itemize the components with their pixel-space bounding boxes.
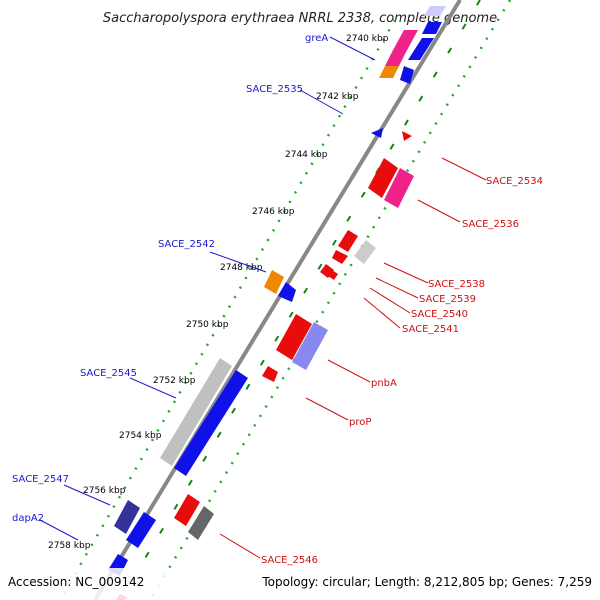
- gene-blue-small-1[interactable]: [400, 66, 414, 84]
- gene-pink-top-2[interactable]: [385, 52, 406, 66]
- tick-2756: 2756 kbp: [83, 486, 126, 496]
- accession-text: Accession: NC_009142: [8, 575, 144, 589]
- label-SACE_2539: SACE_2539: [419, 294, 476, 305]
- label-greA: greA: [305, 33, 328, 44]
- gc-track-ticks: [119, 0, 481, 600]
- leader-SACE_2539: [375, 277, 419, 299]
- gene-red-cluster-2[interactable]: [332, 250, 348, 264]
- leader-pnbA: [327, 359, 371, 383]
- gene-SACE_2545-gray[interactable]: [160, 358, 232, 466]
- gene-light-top[interactable]: [424, 6, 446, 16]
- leader-SACE_2535: [299, 89, 344, 115]
- label-SACE_2541: SACE_2541: [402, 324, 459, 335]
- label-SACE_2540: SACE_2540: [411, 309, 468, 320]
- leader-SACE_2547: [63, 484, 111, 506]
- gc-track-outer: [148, 0, 512, 600]
- tick-2746: 2746 kbp: [252, 207, 295, 217]
- leader-greA: [329, 36, 376, 61]
- leader-SACE_2541: [363, 297, 401, 329]
- gene-pnbA[interactable]: [276, 314, 312, 360]
- label-SACE_2534: SACE_2534: [486, 176, 543, 187]
- topology-text: Topology: circular; Length: 8,212,805 bp…: [261, 575, 592, 589]
- label-SACE_2538: SACE_2538: [428, 279, 485, 290]
- gene-SACE_2538[interactable]: [354, 240, 376, 264]
- gene-pink-top[interactable]: [392, 30, 418, 52]
- tick-2742: 2742 kbp: [316, 92, 359, 102]
- leader-dapA2: [39, 519, 79, 541]
- leader-SACE_2542: [209, 251, 267, 273]
- label-pnbA: pnbA: [371, 378, 397, 389]
- gene-orange-top[interactable]: [379, 66, 399, 78]
- genome-backbone: [93, 0, 462, 600]
- gene-greA[interactable]: [408, 38, 434, 60]
- gene-red-small-proP[interactable]: [262, 366, 278, 382]
- tick-2754: 2754 kbp: [119, 431, 162, 441]
- label-SACE_2536: SACE_2536: [462, 219, 519, 230]
- tick-2744: 2744 kbp: [285, 150, 328, 160]
- label-SACE_2547: SACE_2547: [12, 474, 69, 485]
- label-SACE_2546: SACE_2546: [261, 555, 318, 566]
- label-SACE_2535: SACE_2535: [246, 84, 303, 95]
- gene-red-cluster-1[interactable]: [338, 230, 358, 252]
- gene-orange-2542[interactable]: [264, 270, 284, 294]
- label-SACE_2542: SACE_2542: [158, 239, 215, 250]
- leader-SACE_2540: [369, 287, 411, 314]
- tick-2740: 2740 kbp: [346, 34, 389, 44]
- gene-blue-top-small[interactable]: [422, 22, 442, 34]
- leader-SACE_2534: [441, 157, 487, 181]
- gene-SACE_2540[interactable]: [328, 270, 338, 280]
- map-title: Saccharopolyspora erythraea NRRL 2338, c…: [103, 11, 497, 26]
- label-dapA2: dapA2: [12, 513, 44, 524]
- label-proP: proP: [349, 417, 371, 428]
- label-SACE_2545: SACE_2545: [80, 368, 137, 379]
- gene-red-triangle[interactable]: [402, 131, 412, 141]
- tick-2748: 2748 kbp: [220, 263, 263, 273]
- gene-proP-lightblue[interactable]: [292, 322, 328, 370]
- tick-2758: 2758 kbp: [48, 541, 91, 551]
- footer-bg: [0, 568, 600, 600]
- gene-SACE_2546-red[interactable]: [174, 494, 200, 526]
- leader-SACE_2545: [129, 377, 177, 399]
- gene-SACE_2547[interactable]: [114, 500, 140, 534]
- leader-SACE_2536: [417, 199, 461, 223]
- gene-blue-triangle[interactable]: [371, 128, 383, 138]
- gene-dapA2-blue[interactable]: [126, 512, 156, 548]
- gc-track-inner: [58, 19, 397, 600]
- tick-2750: 2750 kbp: [186, 320, 229, 330]
- leader-proP: [305, 397, 349, 421]
- gene-SACE_2542[interactable]: [278, 282, 296, 302]
- gene-SACE_2546[interactable]: [188, 506, 214, 540]
- leader-SACE_2546: [219, 533, 261, 559]
- gene-SACE_2536[interactable]: [384, 168, 414, 208]
- leader-SACE_2538: [383, 262, 429, 284]
- gene-SACE_2534[interactable]: [368, 158, 398, 198]
- tick-2752: 2752 kbp: [153, 376, 196, 386]
- gene-SACE_2545[interactable]: [174, 370, 248, 476]
